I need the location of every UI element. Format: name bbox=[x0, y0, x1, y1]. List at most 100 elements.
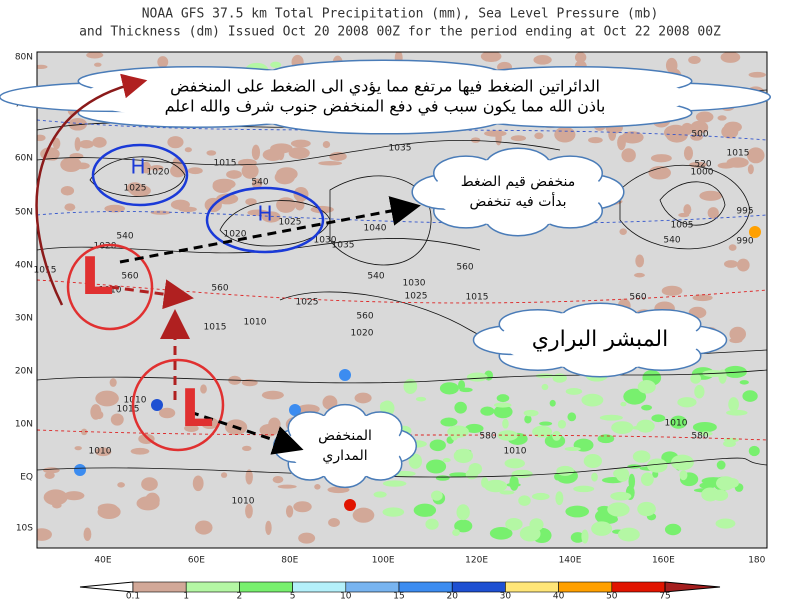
pressure-label: 1015 bbox=[117, 405, 140, 415]
colorbar-label: 1 bbox=[183, 592, 189, 600]
pressure-label: 1000 bbox=[691, 168, 714, 178]
thickness-label: 540 bbox=[663, 236, 680, 246]
precip-blob bbox=[583, 454, 603, 468]
lat-label: 60N bbox=[15, 154, 33, 164]
precip-blob bbox=[454, 401, 467, 414]
lon-label: 40E bbox=[94, 556, 111, 566]
precip-blob bbox=[718, 369, 727, 384]
callout: الدائراتين الضغط فيها مرتفع مما يؤدي الى… bbox=[0, 59, 771, 135]
colorbar-label: 10 bbox=[340, 592, 352, 600]
precip-blob bbox=[613, 469, 625, 479]
precip-blob bbox=[60, 185, 75, 196]
precip-blob bbox=[425, 518, 439, 530]
precip-blob bbox=[206, 150, 217, 156]
precip-blob bbox=[683, 146, 694, 161]
precip-blob bbox=[94, 62, 102, 67]
precip-blob bbox=[104, 204, 126, 213]
precip-blob bbox=[64, 203, 76, 212]
precip-blob bbox=[591, 521, 613, 536]
precip-blob bbox=[728, 244, 737, 251]
precip-blob bbox=[721, 124, 739, 139]
precip-blob bbox=[552, 430, 561, 441]
precip-blob bbox=[720, 52, 741, 63]
precip-blob bbox=[440, 417, 458, 427]
precip-blob bbox=[524, 415, 532, 424]
precip-blob bbox=[567, 412, 577, 422]
callout-text: الدائراتين الضغط فيها مرتفع مما يؤدي الى… bbox=[170, 77, 600, 97]
precip-blob bbox=[92, 137, 107, 148]
lon-label: 180 bbox=[748, 556, 765, 566]
precip-core bbox=[289, 404, 301, 416]
precip-blob bbox=[533, 55, 552, 65]
precip-core bbox=[74, 464, 86, 476]
precip-blob bbox=[187, 167, 203, 175]
precip-blob bbox=[276, 197, 296, 213]
colorbar-label: 20 bbox=[446, 592, 458, 600]
precip-blob bbox=[532, 425, 553, 438]
thickness-label: 560 bbox=[211, 284, 228, 294]
lat-label: 40N bbox=[15, 261, 33, 271]
precip-blob bbox=[314, 484, 321, 490]
map-frame bbox=[36, 51, 768, 549]
precip-blob bbox=[430, 490, 443, 501]
high-label: H bbox=[257, 202, 272, 226]
precip-blob bbox=[459, 387, 473, 393]
precip-blob bbox=[747, 147, 765, 164]
precip-blob bbox=[86, 52, 104, 59]
precip-blob bbox=[136, 496, 160, 511]
precip-blob bbox=[220, 472, 228, 478]
precip-blob bbox=[167, 136, 184, 149]
precip-blob bbox=[458, 380, 466, 391]
callout: منخفض قيم الضغط بدأت فيه تنخفض bbox=[411, 147, 625, 237]
precip-blob bbox=[565, 387, 583, 395]
precip-blob bbox=[607, 502, 630, 517]
arrows bbox=[109, 196, 421, 455]
precip-blob bbox=[52, 137, 61, 150]
lon-label: 120E bbox=[465, 556, 488, 566]
precip-blob bbox=[664, 523, 682, 536]
precip-blob bbox=[178, 206, 197, 213]
precip-blob bbox=[669, 415, 688, 429]
precip-blob bbox=[452, 529, 460, 537]
precip-blob bbox=[226, 170, 242, 179]
colorbar-label: 2 bbox=[237, 592, 243, 600]
precip-blob bbox=[581, 393, 604, 407]
pressure-label: 1015 bbox=[727, 149, 750, 159]
precip-blob bbox=[484, 479, 508, 493]
precip-blob bbox=[447, 425, 469, 438]
colorbar-label: 50 bbox=[606, 592, 618, 600]
precip-blob bbox=[83, 527, 92, 542]
precip-blob bbox=[591, 472, 598, 482]
precip-core bbox=[339, 369, 351, 381]
callout-text: بدأت فيه تنخفض bbox=[469, 192, 566, 210]
lat-label: 30N bbox=[15, 314, 33, 324]
precip-blob bbox=[200, 384, 207, 394]
thickness-label: 560 bbox=[356, 312, 373, 322]
callout: المنخفض المداري bbox=[272, 403, 418, 489]
circles bbox=[66, 143, 325, 452]
pressure-label: 1035 bbox=[332, 241, 355, 251]
precip-blob bbox=[707, 207, 719, 219]
precip-blob bbox=[617, 135, 626, 151]
precip-blob bbox=[110, 413, 124, 426]
thickness-label: 540 bbox=[116, 232, 133, 242]
lat-label: 50N bbox=[15, 208, 33, 218]
precip-blob bbox=[63, 491, 85, 501]
precip-blob bbox=[529, 518, 544, 531]
cloud-body bbox=[287, 413, 403, 479]
precip-blob bbox=[610, 491, 632, 501]
precip-blob bbox=[641, 404, 653, 411]
precip-blob bbox=[466, 372, 488, 382]
precip-blob bbox=[739, 380, 749, 385]
precip-blob bbox=[141, 477, 158, 491]
precip-blob bbox=[288, 147, 310, 159]
precip-blob bbox=[298, 532, 316, 544]
precip-blob bbox=[699, 431, 713, 436]
precip-blob bbox=[497, 430, 518, 441]
precip-blob bbox=[573, 485, 595, 493]
precip-blob bbox=[574, 52, 587, 63]
precip-blob bbox=[192, 475, 204, 492]
thickness-label: 520 bbox=[694, 160, 711, 170]
precip-blob bbox=[688, 55, 701, 65]
